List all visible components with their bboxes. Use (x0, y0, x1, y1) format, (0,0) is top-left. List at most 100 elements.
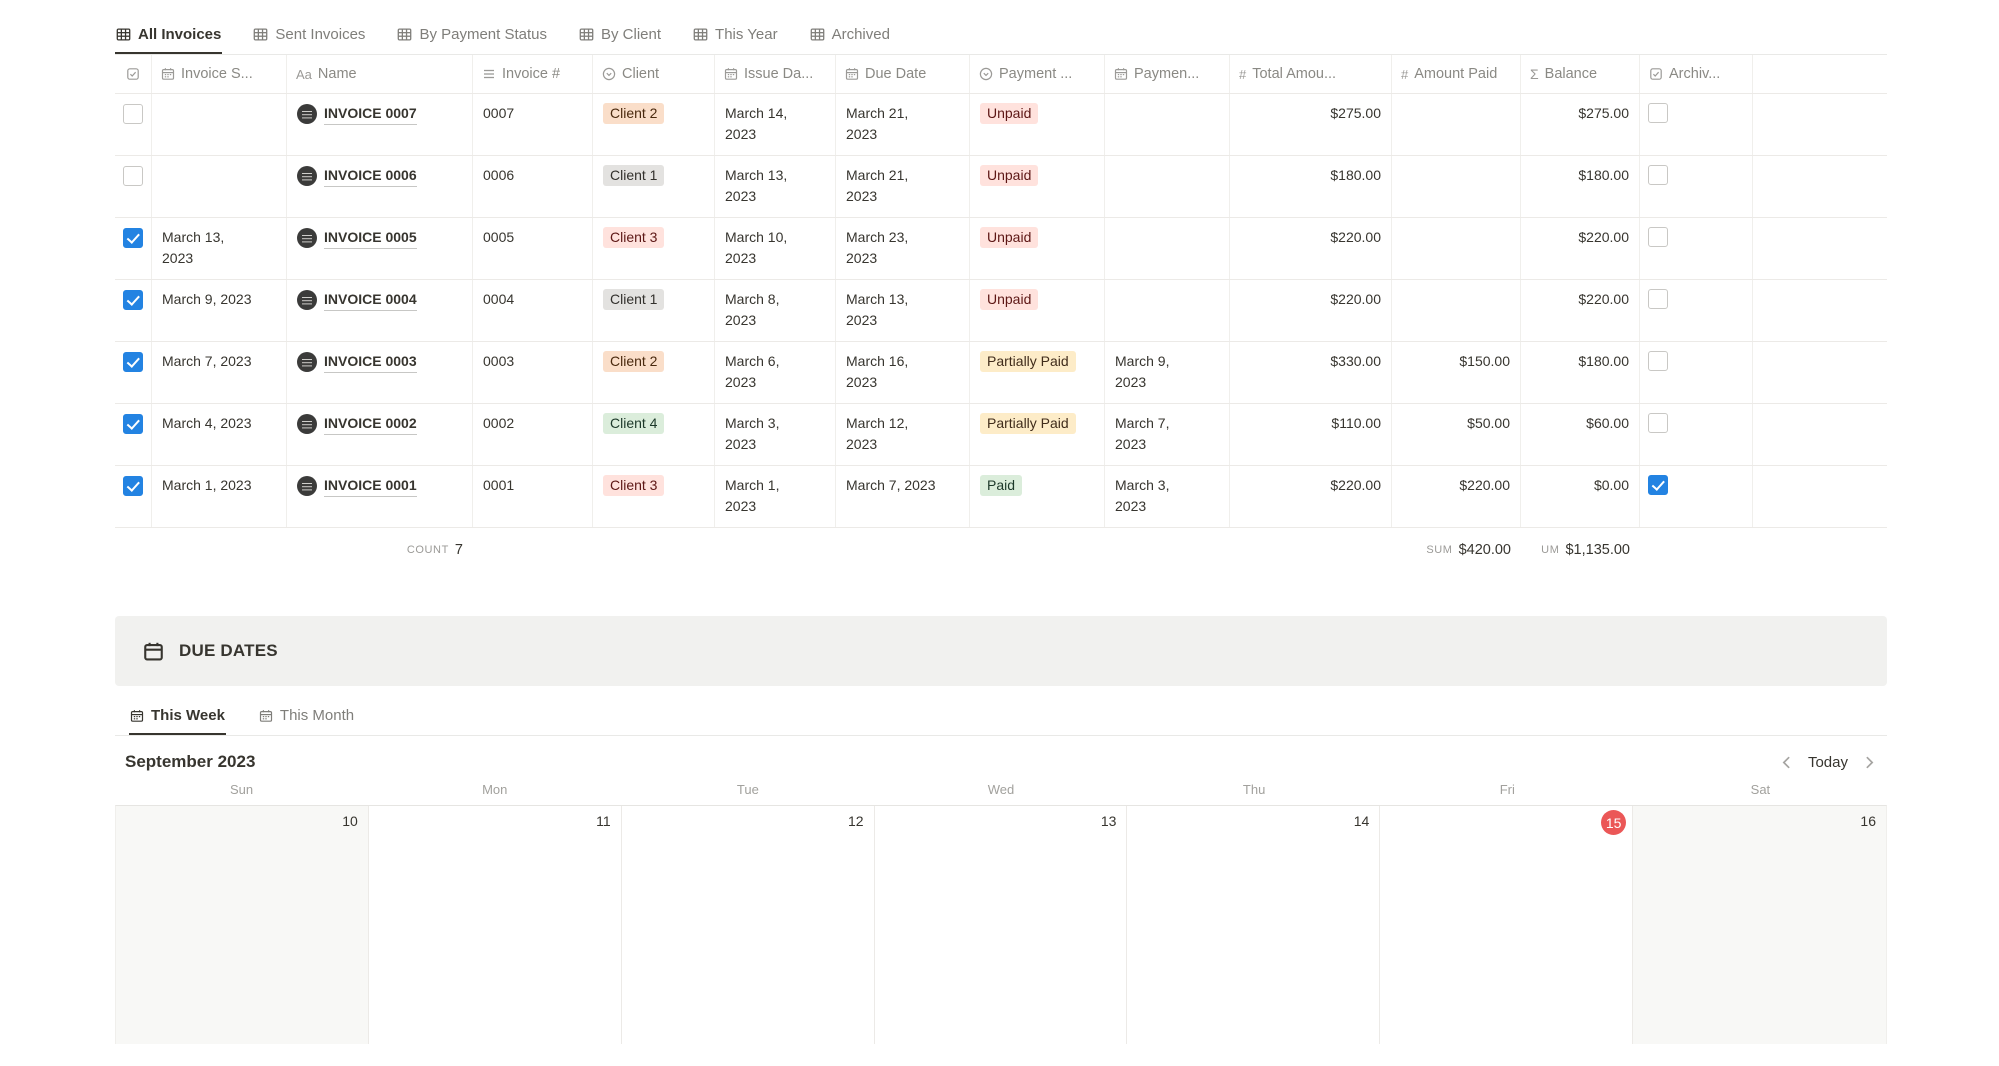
column-header-client[interactable]: Client (593, 55, 715, 93)
invoice-sent-cell[interactable]: March 4, 2023 (152, 404, 287, 465)
column-header-due-date[interactable]: Due Date (836, 55, 970, 93)
issue-date-cell[interactable]: March 8, 2023 (715, 280, 836, 341)
invoice-sent-cell[interactable]: March 9, 2023 (152, 280, 287, 341)
invoice-page-link[interactable]: INVOICE 0005 (297, 227, 462, 249)
payment-date-cell[interactable] (1105, 94, 1230, 155)
archived-checkbox[interactable] (1648, 227, 1668, 247)
balance-cell[interactable]: $60.00 (1521, 404, 1640, 465)
invoice-page-link[interactable]: INVOICE 0003 (297, 351, 462, 373)
archived-checkbox[interactable] (1648, 289, 1668, 309)
payment-date-cell[interactable] (1105, 156, 1230, 217)
row-select-checkbox[interactable] (123, 104, 143, 124)
calendar-tab-this-month[interactable]: This Month (258, 701, 355, 735)
invoice-sent-cell[interactable]: March 1, 2023 (152, 466, 287, 527)
view-tab-by-client[interactable]: By Client (578, 20, 662, 54)
invoice-page-link[interactable]: INVOICE 0002 (297, 413, 462, 435)
row-select-cell[interactable] (115, 94, 152, 155)
archived-cell[interactable] (1640, 342, 1753, 403)
client-cell[interactable]: Client 3 (593, 218, 715, 279)
amount-paid-cell[interactable]: $150.00 (1392, 342, 1521, 403)
view-tab-by-payment-status[interactable]: By Payment Status (396, 20, 548, 54)
payment-date-cell[interactable] (1105, 280, 1230, 341)
column-header-archiv[interactable]: Archiv... (1640, 55, 1753, 93)
invoice-page-link[interactable]: INVOICE 0001 (297, 475, 462, 497)
row-select-checkbox[interactable] (123, 166, 143, 186)
amount-paid-cell[interactable] (1392, 94, 1521, 155)
column-header-amount-paid[interactable]: # Amount Paid (1392, 55, 1521, 93)
row-select-cell[interactable] (115, 466, 152, 527)
payment-status-cell[interactable]: Paid (970, 466, 1105, 527)
invoice-number-cell[interactable]: 0003 (473, 342, 593, 403)
client-cell[interactable]: Client 2 (593, 342, 715, 403)
calendar-day-cell-11[interactable]: 11 (368, 806, 622, 1044)
payment-status-cell[interactable]: Unpaid (970, 218, 1105, 279)
archived-checkbox[interactable] (1648, 351, 1668, 371)
column-header-payment[interactable]: Payment ... (970, 55, 1105, 93)
total-amount-cell[interactable]: $220.00 (1230, 218, 1392, 279)
total-amount-cell[interactable]: $110.00 (1230, 404, 1392, 465)
column-header-issue-da[interactable]: Issue Da... (715, 55, 836, 93)
calendar-day-cell-12[interactable]: 12 (621, 806, 875, 1044)
archived-cell[interactable] (1640, 218, 1753, 279)
archived-checkbox[interactable] (1648, 475, 1668, 495)
payment-status-cell[interactable]: Partially Paid (970, 342, 1105, 403)
invoice-page-link[interactable]: INVOICE 0007 (297, 103, 462, 125)
balance-cell[interactable]: $180.00 (1521, 156, 1640, 217)
balance-cell[interactable]: $220.00 (1521, 218, 1640, 279)
issue-date-cell[interactable]: March 3, 2023 (715, 404, 836, 465)
balance-cell[interactable]: $275.00 (1521, 94, 1640, 155)
column-header-paymen[interactable]: Paymen... (1105, 55, 1230, 93)
total-amount-cell[interactable]: $330.00 (1230, 342, 1392, 403)
invoice-number-cell[interactable]: 0004 (473, 280, 593, 341)
due-date-cell[interactable]: March 7, 2023 (836, 466, 970, 527)
count-aggregate[interactable]: COUNT 7 (115, 528, 473, 572)
due-date-cell[interactable]: March 23, 2023 (836, 218, 970, 279)
row-select-cell[interactable] (115, 342, 152, 403)
archived-checkbox[interactable] (1648, 165, 1668, 185)
amount-paid-cell[interactable]: $50.00 (1392, 404, 1521, 465)
client-cell[interactable]: Client 4 (593, 404, 715, 465)
view-tab-sent-invoices[interactable]: Sent Invoices (252, 20, 366, 54)
invoice-sent-cell[interactable] (152, 94, 287, 155)
today-button[interactable]: Today (1807, 753, 1848, 771)
invoice-number-cell[interactable]: 0006 (473, 156, 593, 217)
column-header-name[interactable]: Aa Name (287, 55, 473, 93)
total-amount-cell[interactable]: $275.00 (1230, 94, 1392, 155)
column-header-select-all[interactable] (115, 55, 152, 93)
row-select-cell[interactable] (115, 156, 152, 217)
due-date-cell[interactable]: March 13, 2023 (836, 280, 970, 341)
invoice-number-cell[interactable]: 0001 (473, 466, 593, 527)
client-cell[interactable]: Client 1 (593, 280, 715, 341)
view-tab-this-year[interactable]: This Year (692, 20, 779, 54)
due-date-cell[interactable]: March 12, 2023 (836, 404, 970, 465)
view-tab-archived[interactable]: Archived (809, 20, 891, 54)
issue-date-cell[interactable]: March 1, 2023 (715, 466, 836, 527)
row-select-cell[interactable] (115, 280, 152, 341)
amount-paid-cell[interactable] (1392, 280, 1521, 341)
issue-date-cell[interactable]: March 6, 2023 (715, 342, 836, 403)
issue-date-cell[interactable]: March 10, 2023 (715, 218, 836, 279)
row-select-cell[interactable] (115, 218, 152, 279)
calendar-day-cell-13[interactable]: 13 (874, 806, 1128, 1044)
issue-date-cell[interactable]: March 14, 2023 (715, 94, 836, 155)
next-month-button[interactable] (1862, 755, 1877, 770)
total-amount-cell[interactable]: $220.00 (1230, 466, 1392, 527)
name-cell[interactable]: INVOICE 0004 (287, 280, 473, 341)
client-cell[interactable]: Client 1 (593, 156, 715, 217)
row-select-checkbox[interactable] (123, 414, 143, 434)
client-cell[interactable]: Client 2 (593, 94, 715, 155)
row-select-checkbox[interactable] (123, 476, 143, 496)
client-cell[interactable]: Client 3 (593, 466, 715, 527)
invoice-page-link[interactable]: INVOICE 0006 (297, 165, 462, 187)
invoice-sent-cell[interactable] (152, 156, 287, 217)
column-header-invoice-s[interactable]: Invoice S... (152, 55, 287, 93)
row-select-checkbox[interactable] (123, 352, 143, 372)
balance-cell[interactable]: $0.00 (1521, 466, 1640, 527)
row-select-checkbox[interactable] (123, 228, 143, 248)
name-cell[interactable]: INVOICE 0002 (287, 404, 473, 465)
invoice-sent-cell[interactable]: March 7, 2023 (152, 342, 287, 403)
payment-status-cell[interactable]: Unpaid (970, 156, 1105, 217)
archived-cell[interactable] (1640, 466, 1753, 527)
payment-date-cell[interactable]: March 7, 2023 (1105, 404, 1230, 465)
payment-status-cell[interactable]: Unpaid (970, 94, 1105, 155)
